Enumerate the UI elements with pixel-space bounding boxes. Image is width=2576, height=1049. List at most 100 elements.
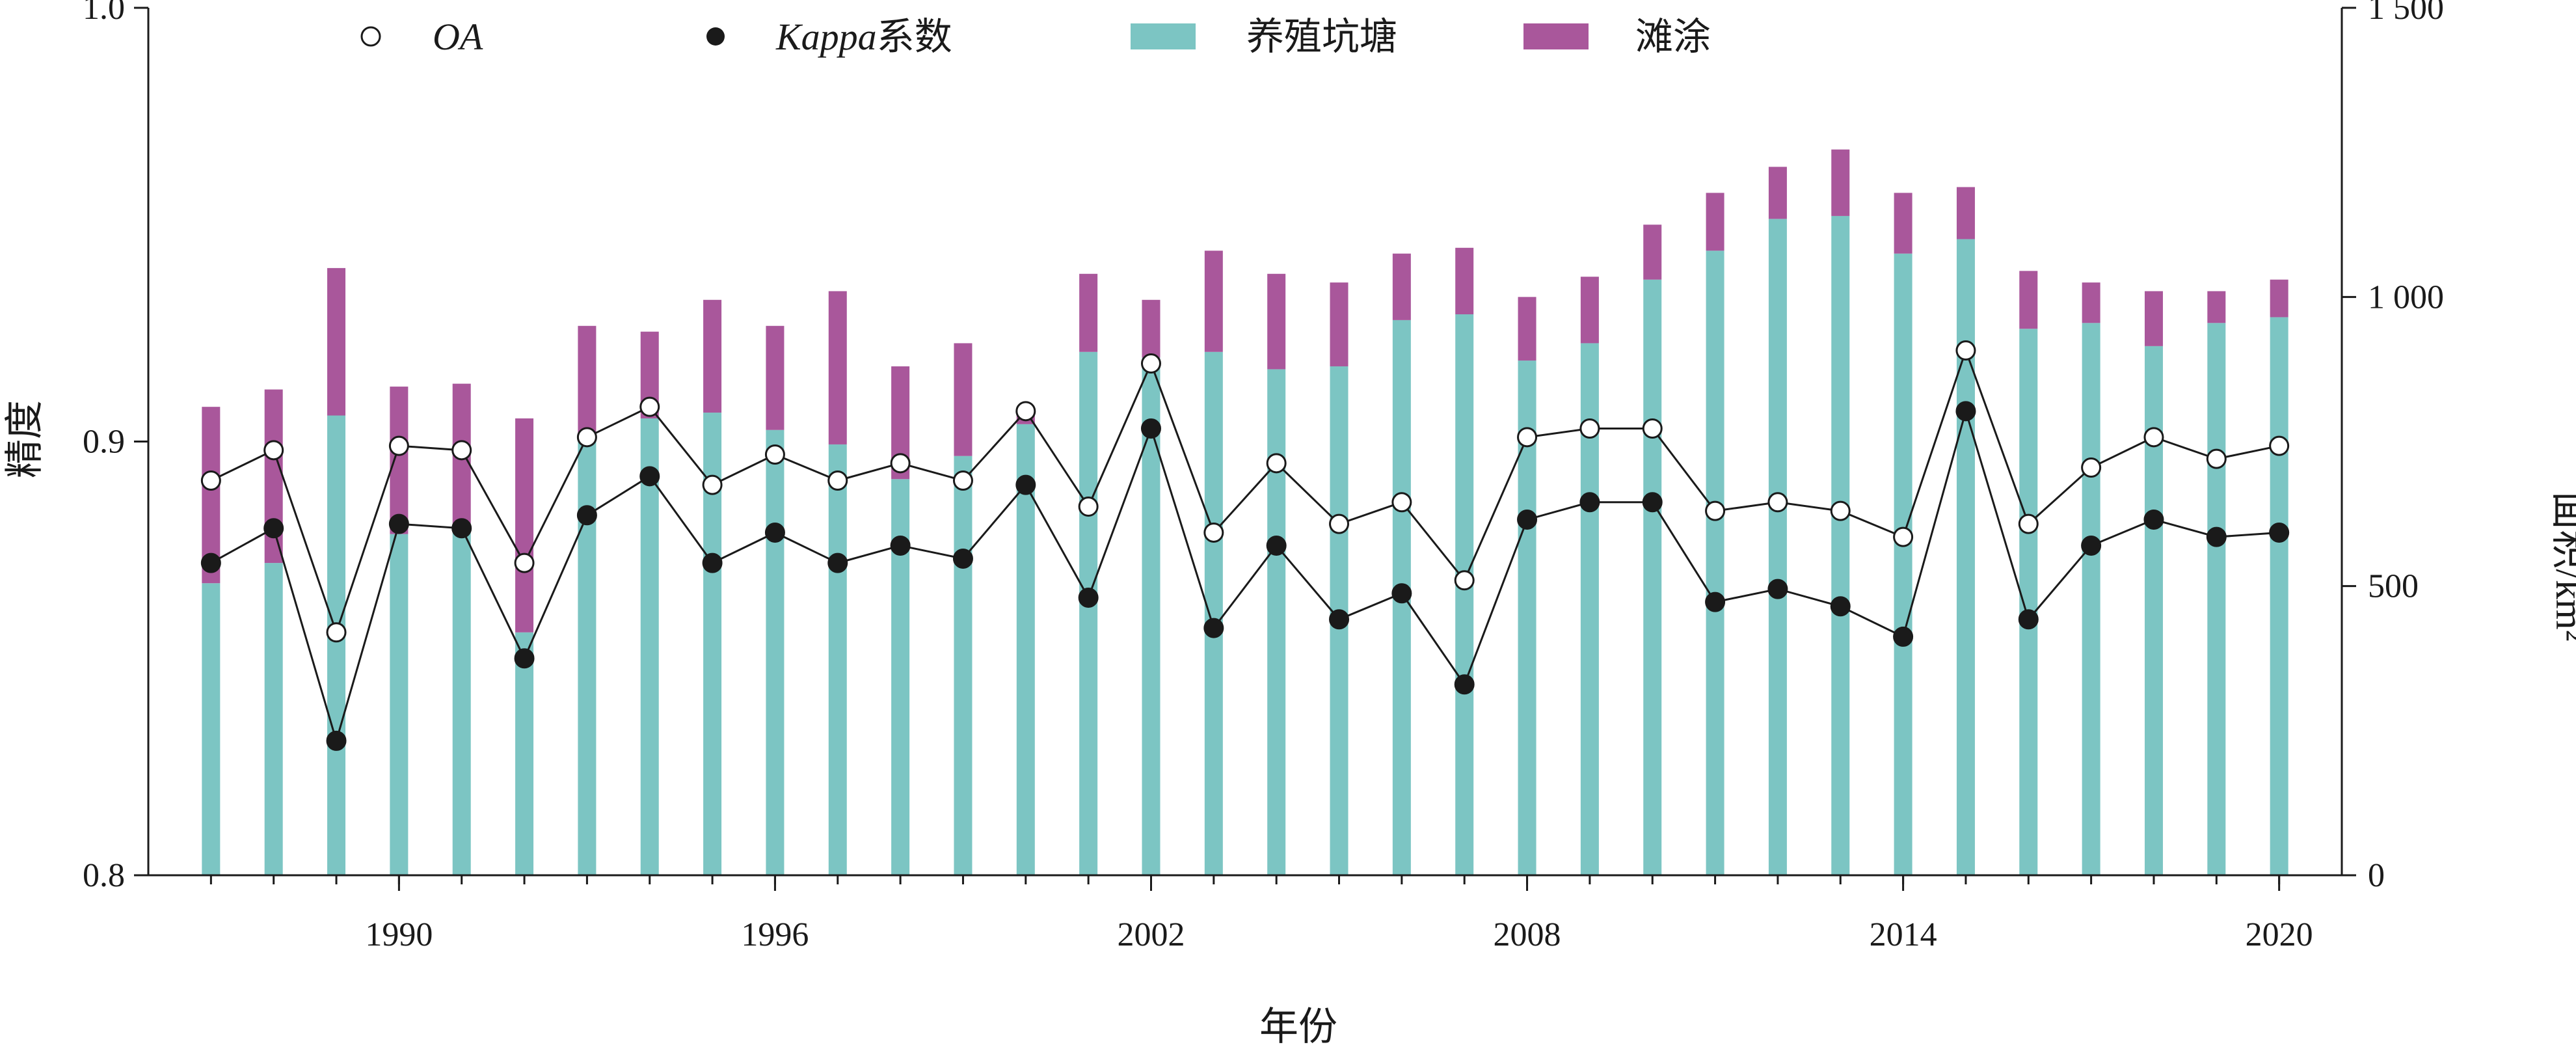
bar-tidal-flat-1989 xyxy=(327,267,346,416)
oa-point-1994 xyxy=(639,396,660,417)
oa-point-2003 xyxy=(1203,522,1224,543)
kappa-point-2011 xyxy=(1705,592,1726,612)
axes xyxy=(134,7,2356,891)
kappa-point-2010 xyxy=(1642,492,1663,513)
bar-pond-2013 xyxy=(1831,215,1850,875)
y-right-tick-label: 1 000 xyxy=(2368,279,2444,316)
bar-pond-1994 xyxy=(640,418,659,875)
y-right-tick-label: 1 500 xyxy=(2368,0,2444,27)
kappa-point-2004 xyxy=(1266,535,1287,556)
legend-label-2: 养殖坑塘 xyxy=(1246,16,1397,58)
oa-point-2014 xyxy=(1893,526,1914,547)
oa-point-2002 xyxy=(1140,353,1161,374)
kappa-point-1987 xyxy=(200,552,221,573)
x-tick-label: 1990 xyxy=(365,916,433,953)
bar-tidal-flat-2006 xyxy=(1392,253,1411,320)
kappa-line xyxy=(210,407,2279,744)
bar-pond-2018 xyxy=(2144,346,2163,875)
bar-tidal-flat-2016 xyxy=(2019,271,2038,329)
kappa-point-1996 xyxy=(764,522,785,543)
oa-point-1997 xyxy=(827,470,848,491)
bar-layer xyxy=(202,149,2288,876)
oa-point-1990 xyxy=(388,435,409,456)
kappa-point-2015 xyxy=(1955,401,1976,422)
bar-pond-2010 xyxy=(1643,279,1662,875)
kappa-point-1998 xyxy=(890,535,911,556)
kappa-point-1994 xyxy=(639,466,660,487)
oa-point-1996 xyxy=(764,444,785,465)
bar-pond-1988 xyxy=(264,563,283,875)
kappa-point-2016 xyxy=(2018,609,2039,630)
bar-tidal-flat-2004 xyxy=(1267,273,1286,370)
bar-tidal-flat-2017 xyxy=(2082,282,2100,323)
kappa-point-2007 xyxy=(1454,674,1475,695)
bar-tidal-flat-2019 xyxy=(2207,291,2226,323)
bar-tidal-flat-2012 xyxy=(1768,167,1787,219)
bar-pond-2019 xyxy=(2207,323,2226,875)
bar-tidal-flat-2003 xyxy=(1204,251,1223,352)
legend-tidal-flat-swatch xyxy=(1523,23,1589,49)
x-tick-label: 1996 xyxy=(741,916,809,953)
bar-pond-2000 xyxy=(1016,424,1035,875)
y-right-tick-label: 0 xyxy=(2368,857,2385,894)
oa-point-1987 xyxy=(200,470,221,491)
legend-label-3: 滩涂 xyxy=(1635,16,1711,58)
bar-pond-2001 xyxy=(1079,351,1098,875)
bar-tidal-flat-2018 xyxy=(2144,291,2163,346)
bar-pond-2020 xyxy=(2270,317,2288,876)
y-left-tick-label: 1.0 xyxy=(83,0,125,27)
kappa-point-2003 xyxy=(1203,618,1224,638)
kappa-point-1993 xyxy=(576,505,597,526)
oa-point-2020 xyxy=(2269,435,2290,456)
bar-tidal-flat-1993 xyxy=(578,325,597,442)
legend-kappa-marker xyxy=(706,27,725,46)
legend-label-0: OA xyxy=(433,16,483,58)
bar-tidal-flat-1990 xyxy=(390,387,409,534)
kappa-point-2020 xyxy=(2269,522,2290,543)
kappa-point-1988 xyxy=(263,518,284,539)
bar-pond-1992 xyxy=(515,632,534,875)
oa-point-2000 xyxy=(1015,401,1036,422)
kappa-point-1992 xyxy=(514,648,535,669)
oa-point-1999 xyxy=(952,470,973,491)
bar-pond-1996 xyxy=(766,429,785,875)
oa-point-1995 xyxy=(702,474,723,495)
oa-point-1988 xyxy=(263,440,284,461)
y-left-axis-title: 精度 xyxy=(3,400,46,478)
bar-pond-2016 xyxy=(2019,329,2038,876)
tick-labels: 0.8 0.9 1.0 0 500 1 000 1 500 1990 1996 2002 2008 2… xyxy=(83,0,2444,953)
bar-pond-2003 xyxy=(1204,351,1223,875)
legend-label-main: Kappa xyxy=(775,16,877,58)
bar-tidal-flat-1997 xyxy=(828,291,847,444)
oa-point-2008 xyxy=(1517,427,1538,448)
kappa-point-2014 xyxy=(1893,626,1914,647)
oa-point-2004 xyxy=(1266,453,1287,474)
bar-tidal-flat-2005 xyxy=(1330,282,1348,366)
oa-point-2007 xyxy=(1454,570,1475,591)
oa-point-2018 xyxy=(2143,427,2164,448)
bar-pond-1999 xyxy=(954,456,973,875)
oa-point-2001 xyxy=(1078,496,1099,517)
bar-tidal-flat-1995 xyxy=(703,299,722,413)
kappa-point-2018 xyxy=(2143,509,2164,530)
oa-point-2009 xyxy=(1579,418,1600,439)
kappa-point-2000 xyxy=(1015,474,1036,495)
bar-pond-2011 xyxy=(1706,251,1724,875)
bar-tidal-flat-2009 xyxy=(1580,277,1599,344)
bar-tidal-flat-2020 xyxy=(2270,279,2288,318)
bar-tidal-flat-2008 xyxy=(1518,297,1536,361)
kappa-point-1990 xyxy=(388,513,409,534)
oa-point-2013 xyxy=(1830,500,1851,521)
bar-pond-1991 xyxy=(452,528,471,875)
bar-pond-2004 xyxy=(1267,369,1286,875)
oa-point-2010 xyxy=(1642,418,1663,439)
bar-tidal-flat-2007 xyxy=(1455,247,1474,314)
bar-tidal-flat-1996 xyxy=(766,325,785,430)
line-layer xyxy=(200,340,2290,751)
kappa-point-2017 xyxy=(2081,535,2102,556)
bar-tidal-flat-1999 xyxy=(954,343,973,456)
legend-label-main: 养殖坑塘 xyxy=(1246,16,1397,58)
oa-point-1991 xyxy=(451,440,472,461)
kappa-point-1991 xyxy=(451,518,472,539)
